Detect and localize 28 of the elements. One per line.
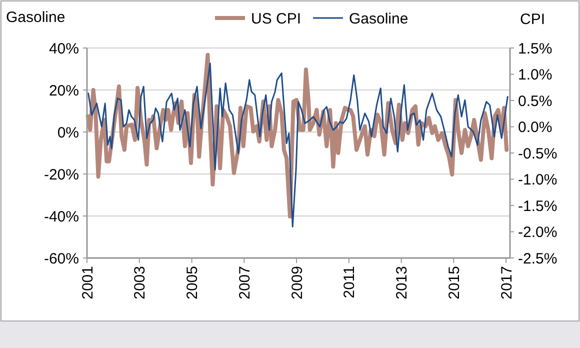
y2-tick-label: -2.5% xyxy=(518,250,558,268)
x-tick-label: 2003 xyxy=(132,266,149,300)
y2-tick-label: -1.5% xyxy=(518,198,558,215)
y2-tick-label: 0.5% xyxy=(518,92,552,110)
x-tick-label: 2001 xyxy=(79,266,96,300)
y2-tick-label: -1.0% xyxy=(518,172,558,188)
y-tick-label: -20% xyxy=(44,166,79,184)
legend-label: Gasoline xyxy=(349,10,408,28)
x-tick-label: 2017 xyxy=(498,266,516,300)
x-tick-label: 2005 xyxy=(184,266,202,300)
x-tick-label: 2011 xyxy=(341,266,358,298)
y-tick-label: 0% xyxy=(57,124,79,142)
y2-tick-label: 1.0% xyxy=(518,66,552,84)
y-axis-title: Gasoline xyxy=(6,9,66,26)
x-tick-label: 2013 xyxy=(394,266,411,300)
y2-tick-label: -2.0% xyxy=(518,224,558,241)
legend-label: US CPI xyxy=(251,10,302,28)
y2-tick-label: -0.5% xyxy=(518,145,558,162)
y2-tick-label: 1.5% xyxy=(518,40,552,58)
y-tick-label: -60% xyxy=(44,250,79,268)
x-tick-label: 2015 xyxy=(446,266,463,300)
x-tick-label: 2007 xyxy=(236,266,254,300)
y-tick-label: -40% xyxy=(44,208,79,226)
y2-tick-label: 0.0% xyxy=(518,119,552,136)
y2-axis-title: CPI xyxy=(520,11,546,28)
y-tick-label: 20% xyxy=(48,82,79,100)
y-tick-label: 40% xyxy=(48,40,79,58)
x-tick-label: 2009 xyxy=(288,266,306,300)
